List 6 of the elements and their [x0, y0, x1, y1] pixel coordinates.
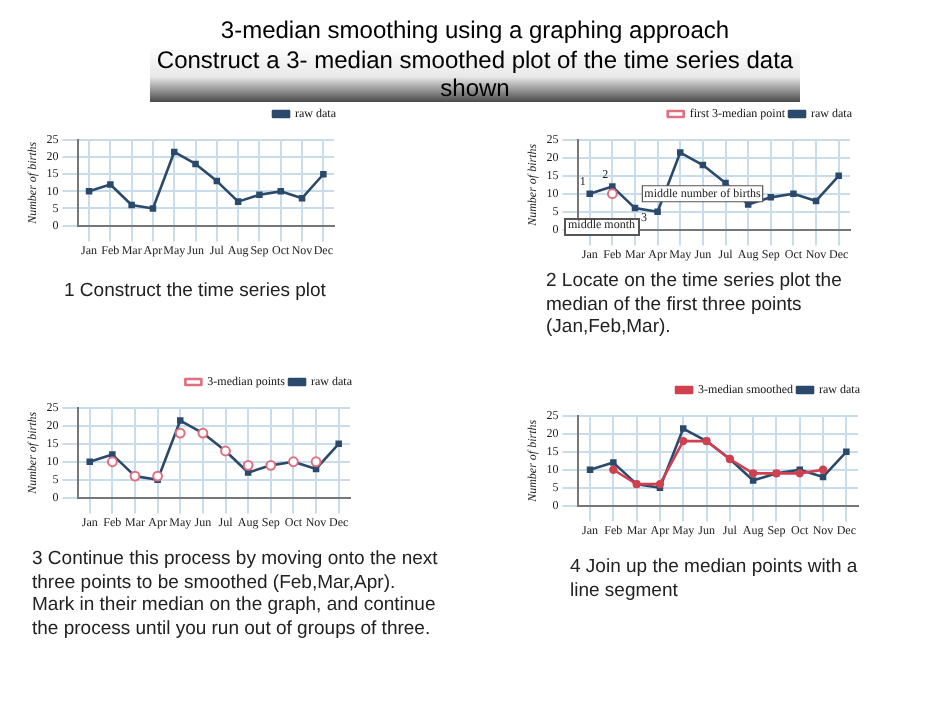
text: 3-median smoothing using a graphing approach	[218, 16, 732, 44]
text: 3 Continue this process by moving onto the next three points to be smoothed (Feb,Mar,Apr). Mark in their median on the graph, and continue the process until you run out of groups of three.	[32, 548, 440, 640]
text: 1 Construct the time series plot	[64, 280, 328, 303]
text: Construct a 3- median smoothed plot of the time series data shown	[150, 46, 800, 102]
text: 4 Join up the median points with a line segment	[570, 556, 860, 602]
text: 2 Locate on the time series plot the median of the first three points (Jan,Feb,Mar).	[546, 270, 844, 339]
